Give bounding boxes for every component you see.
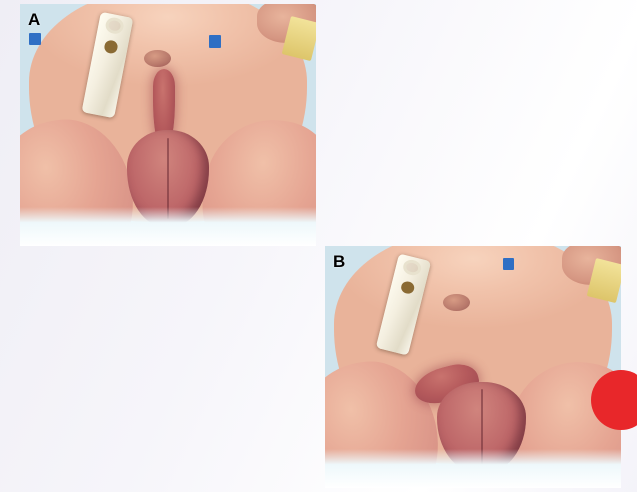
umbilical-cord-stump bbox=[399, 279, 416, 295]
umbilical-cord-stump bbox=[103, 39, 119, 54]
erect-penis bbox=[153, 69, 176, 147]
blue-tape-marker bbox=[502, 258, 515, 271]
white-sheet bbox=[20, 207, 316, 246]
umbilicus bbox=[443, 294, 471, 312]
umbilicus bbox=[144, 49, 171, 67]
blue-tape-marker bbox=[28, 33, 41, 46]
clamp-ring bbox=[401, 257, 424, 278]
decorative-red-circle bbox=[591, 370, 637, 430]
panel-a-photograph: A bbox=[20, 4, 316, 246]
white-sheet bbox=[325, 449, 621, 488]
panel-label-b: B bbox=[333, 252, 346, 271]
panel-b-photograph: B bbox=[325, 246, 621, 488]
blue-tape-marker-2 bbox=[209, 35, 222, 48]
panel-label-a: A bbox=[28, 10, 41, 29]
clamp-ring bbox=[104, 15, 126, 36]
